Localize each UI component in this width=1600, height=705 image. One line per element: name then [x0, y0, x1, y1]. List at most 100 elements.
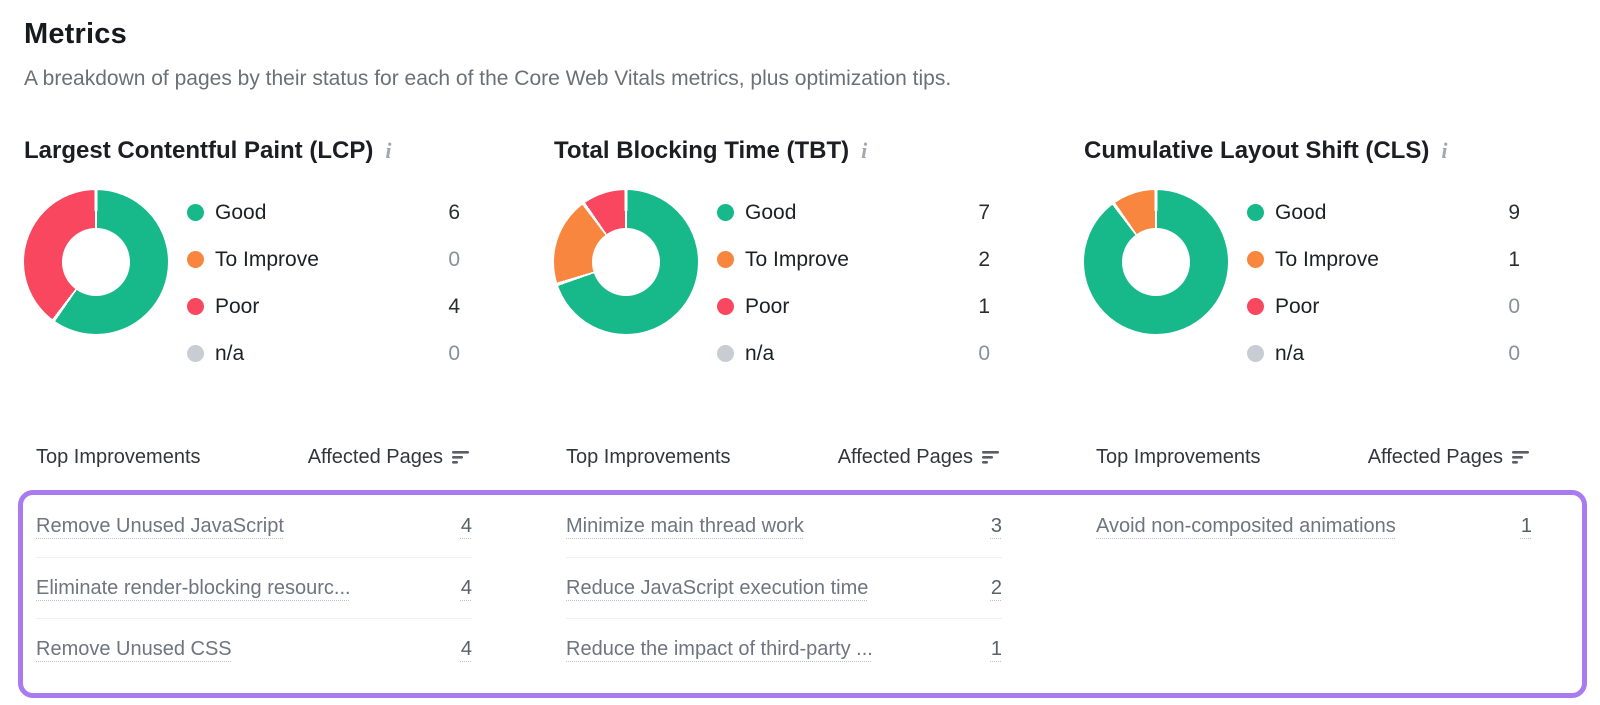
legend-value: 1: [978, 294, 990, 318]
legend-row-na: n/a 0: [1247, 341, 1520, 366]
metric-title: Total Blocking Time (TBT) i: [554, 137, 990, 165]
improvement-link[interactable]: Reduce JavaScript execution time: [566, 576, 869, 599]
improvements-table-header: Top Improvements Affected Pages: [1096, 446, 1532, 469]
legend-label: Poor: [1275, 294, 1320, 318]
cls-donut-chart[interactable]: [1084, 190, 1228, 334]
affected-pages-count[interactable]: 3: [990, 515, 1002, 537]
chart-row: Good 6 To Improve 0 Poor 4 n/a 0: [24, 190, 460, 388]
legend-value: 0: [1508, 341, 1520, 365]
page-subtitle: A breakdown of pages by their status for…: [24, 67, 952, 90]
improvement-row: Remove Unused JavaScript 4: [36, 496, 472, 557]
improvement-link[interactable]: Avoid non-composited animations: [1096, 515, 1396, 537]
affected-pages-count[interactable]: 4: [460, 576, 472, 599]
affected-pages-count[interactable]: 4: [460, 637, 472, 660]
top-improvements-header: Top Improvements: [36, 446, 201, 468]
improvement-row: Minimize main thread work 3: [566, 496, 1002, 557]
metric-title-text: Cumulative Layout Shift (CLS): [1084, 137, 1430, 164]
legend-label: To Improve: [1275, 247, 1379, 271]
legend-value: 7: [978, 200, 990, 224]
lcp-donut-chart[interactable]: [24, 190, 168, 334]
legend-label: Poor: [745, 294, 790, 318]
cls-improvements-table: Avoid non-composited animations 1: [1096, 496, 1532, 679]
affected-pages-header-group: Affected Pages: [1368, 446, 1532, 469]
legend-label: n/a: [215, 341, 245, 365]
improvements-table-header: Top Improvements Affected Pages: [566, 446, 1002, 469]
legend-label: Good: [745, 200, 797, 224]
chart-row: Good 7 To Improve 2 Poor 1 n/a 0: [554, 190, 990, 388]
legend-row-good: Good 7: [717, 200, 990, 225]
metric-title: Cumulative Layout Shift (CLS) i: [1084, 137, 1520, 165]
legend-row-na: n/a 0: [717, 341, 990, 366]
sort-icon[interactable]: [1512, 450, 1532, 465]
info-icon[interactable]: i: [861, 138, 868, 163]
na-dot-icon: [717, 345, 734, 362]
legend-value: 6: [448, 200, 460, 224]
donut-hole: [1122, 228, 1190, 296]
affected-pages-header: Affected Pages: [837, 446, 973, 468]
poor-dot-icon: [1247, 298, 1264, 315]
legend-value: 0: [448, 341, 460, 365]
legend-value: 1: [1508, 247, 1520, 271]
metric-section-cls: Cumulative Layout Shift (CLS) i Good 9 T…: [1084, 137, 1529, 469]
affected-pages-header: Affected Pages: [1367, 446, 1503, 468]
donut-hole: [592, 228, 660, 296]
donut-hole: [62, 228, 130, 296]
legend-label: n/a: [745, 341, 775, 365]
legend-label: To Improve: [745, 247, 849, 271]
legend-row-to-improve: To Improve 2: [717, 247, 990, 272]
legend-value: 2: [978, 247, 990, 271]
to-improve-dot-icon: [187, 251, 204, 268]
na-dot-icon: [187, 345, 204, 362]
to-improve-dot-icon: [1247, 251, 1264, 268]
good-dot-icon: [717, 204, 734, 221]
legend-row-to-improve: To Improve 0: [187, 247, 460, 272]
sort-icon[interactable]: [452, 450, 472, 465]
metric-title-text: Total Blocking Time (TBT): [554, 137, 850, 164]
legend: Good 7 To Improve 2 Poor 1 n/a 0: [717, 200, 990, 388]
info-icon[interactable]: i: [1441, 138, 1448, 163]
improvement-link[interactable]: Minimize main thread work: [566, 515, 804, 537]
improvement-link[interactable]: Reduce the impact of third-party ...: [566, 637, 873, 660]
sort-icon[interactable]: [982, 450, 1002, 465]
tbt-donut-chart[interactable]: [554, 190, 698, 334]
good-dot-icon: [187, 204, 204, 221]
improvement-row: Remove Unused CSS 4: [36, 618, 472, 679]
metric-section-tbt: Total Blocking Time (TBT) i Good 7 To Im…: [554, 137, 999, 469]
good-dot-icon: [1247, 204, 1264, 221]
affected-pages-header-group: Affected Pages: [838, 446, 1002, 469]
improvement-row: Reduce the impact of third-party ... 1: [566, 618, 1002, 679]
legend-row-na: n/a 0: [187, 341, 460, 366]
affected-pages-count[interactable]: 2: [990, 576, 1002, 599]
top-improvements-header: Top Improvements: [566, 446, 731, 468]
metrics-row: Largest Contentful Paint (LCP) i Good 6 …: [24, 137, 1600, 469]
affected-pages-header-group: Affected Pages: [308, 446, 472, 469]
legend-value: 0: [978, 341, 990, 365]
legend-value: 9: [1508, 200, 1520, 224]
metric-title-text: Largest Contentful Paint (LCP): [24, 137, 374, 164]
na-dot-icon: [1247, 345, 1264, 362]
improvements-highlight-box: Remove Unused JavaScript 4 Eliminate ren…: [18, 490, 1587, 698]
improvement-row: Reduce JavaScript execution time 2: [566, 557, 1002, 618]
legend-row-to-improve: To Improve 1: [1247, 247, 1520, 272]
metric-title: Largest Contentful Paint (LCP) i: [24, 137, 460, 165]
legend-label: Good: [1275, 200, 1327, 224]
affected-pages-count[interactable]: 4: [460, 515, 472, 537]
affected-pages-header: Affected Pages: [307, 446, 443, 468]
info-icon[interactable]: i: [385, 138, 392, 163]
affected-pages-count[interactable]: 1: [1520, 515, 1532, 537]
improvement-link[interactable]: Eliminate render-blocking resourc...: [36, 576, 351, 599]
affected-pages-count[interactable]: 1: [990, 637, 1002, 660]
tbt-improvements-table: Minimize main thread work 3 Reduce JavaS…: [566, 496, 1002, 679]
improvement-row: Avoid non-composited animations 1: [1096, 496, 1532, 557]
improvement-row: Eliminate render-blocking resourc... 4: [36, 557, 472, 618]
legend-label: Good: [215, 200, 267, 224]
top-improvements-header: Top Improvements: [1096, 446, 1261, 468]
improvement-link[interactable]: Remove Unused JavaScript: [36, 515, 284, 537]
legend: Good 6 To Improve 0 Poor 4 n/a 0: [187, 200, 460, 388]
legend-row-good: Good 6: [187, 200, 460, 225]
legend-value: 4: [448, 294, 460, 318]
poor-dot-icon: [717, 298, 734, 315]
legend-value: 0: [448, 247, 460, 271]
improvement-link[interactable]: Remove Unused CSS: [36, 637, 232, 660]
improvements-grid: Remove Unused JavaScript 4 Eliminate ren…: [36, 496, 1582, 679]
